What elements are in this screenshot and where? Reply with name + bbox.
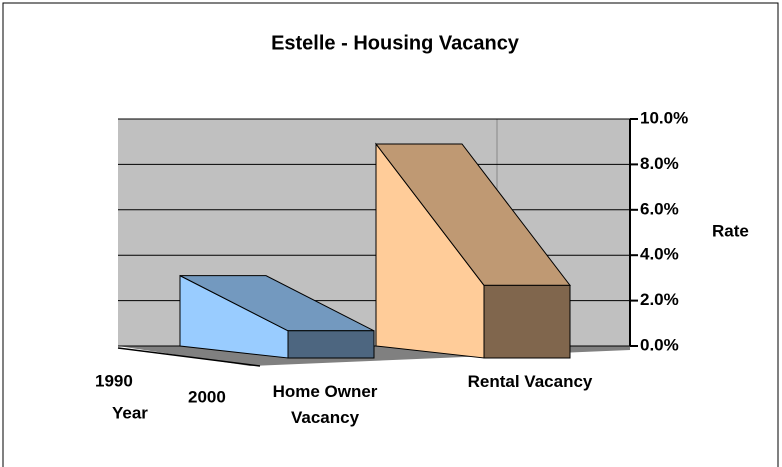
y-tick-label: 8.0% xyxy=(640,154,679,173)
depth-tick-label: 1990 xyxy=(95,371,133,390)
y-tick-label: 4.0% xyxy=(640,245,679,264)
y-tick-label: 0.0% xyxy=(640,335,679,354)
y-axis-label: Rate xyxy=(712,221,749,240)
bar-front xyxy=(287,330,375,359)
y-tick-label: 10.0% xyxy=(640,108,688,127)
depth-axis-label: Year xyxy=(112,403,148,422)
chart-title: Estelle - Housing Vacancy xyxy=(271,32,520,54)
depth-axis xyxy=(117,347,261,367)
x-tick-label: Rental Vacancy xyxy=(467,372,593,391)
x-tick-label: Home Owner Vacancy xyxy=(272,382,378,427)
y-tick-label: 6.0% xyxy=(640,199,679,218)
depth-tick-label: 2000 xyxy=(188,387,226,406)
y-tick-label: 2.0% xyxy=(640,290,679,309)
bar-front xyxy=(483,284,571,359)
